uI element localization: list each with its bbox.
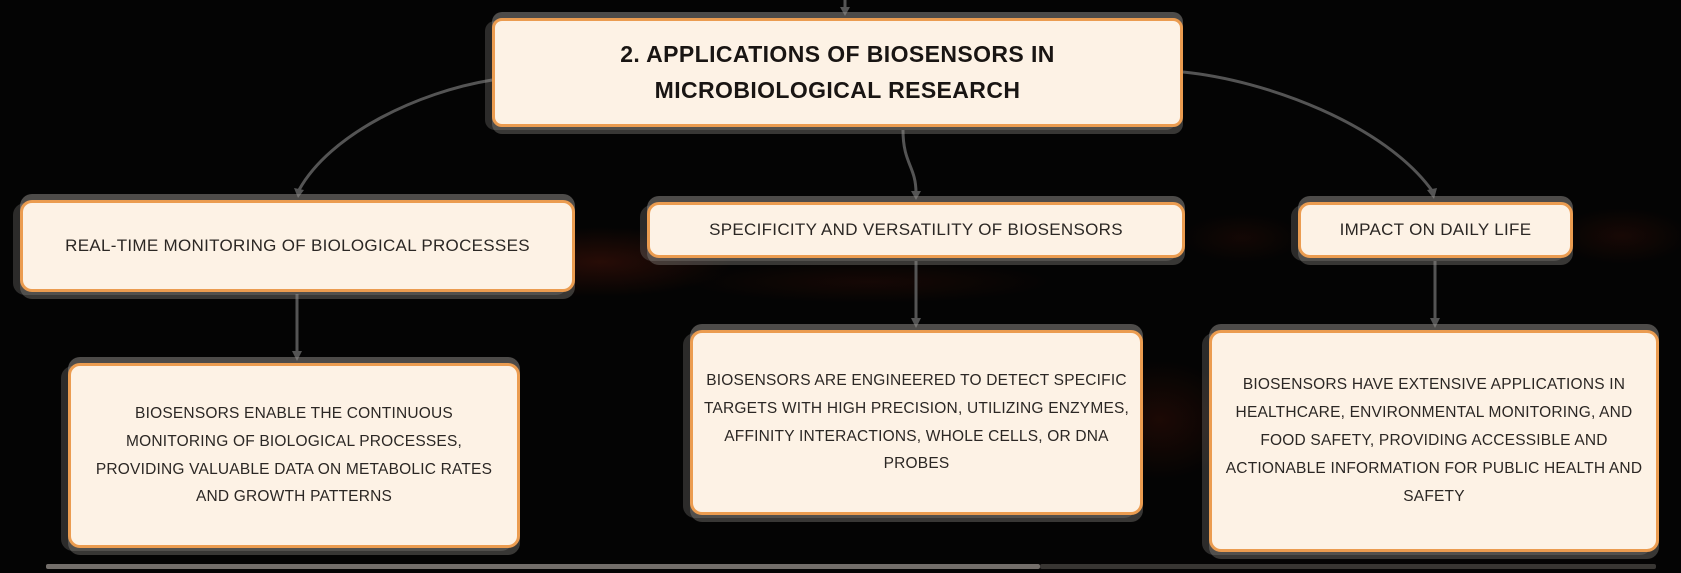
title-label: 2. APPLICATIONS OF BIOSENSORS IN MICROBI…	[620, 40, 1055, 103]
node-detail-realtime-monitoring[interactable]: BIOSENSORS ENABLE THE CONTINUOUS MONITOR…	[68, 363, 520, 548]
connector-title-to-branch3	[1182, 70, 1435, 193]
arrowhead-icon	[1430, 318, 1440, 328]
arrowhead-icon	[911, 318, 921, 328]
arrowhead-icon	[911, 191, 921, 200]
node-branch-impact-daily-life[interactable]: IMPACT ON DAILY LIFE	[1298, 202, 1573, 258]
detail-text: BIOSENSORS ARE ENGINEERED TO DETECT SPEC…	[703, 371, 1130, 473]
branch-label: IMPACT ON DAILY LIFE	[1339, 220, 1532, 239]
node-title[interactable]: 2. APPLICATIONS OF BIOSENSORS IN MICROBI…	[492, 18, 1183, 127]
next-frame-sliver	[46, 564, 1040, 569]
node-branch-realtime-monitoring[interactable]: REAL-TIME MONITORING OF BIOLOGICAL PROCE…	[20, 200, 575, 292]
branch-label: SPECIFICITY AND VERSATILITY OF BIOSENSOR…	[709, 220, 1123, 239]
arrowhead-icon	[292, 351, 302, 361]
node-detail-specificity-versatility[interactable]: BIOSENSORS ARE ENGINEERED TO DETECT SPEC…	[690, 330, 1143, 515]
branch-label: REAL-TIME MONITORING OF BIOLOGICAL PROCE…	[65, 236, 530, 255]
connector-title-to-branch1	[297, 78, 493, 191]
node-detail-impact-daily-life[interactable]: BIOSENSORS HAVE EXTENSIVE APPLICATIONS I…	[1209, 330, 1659, 552]
arrowhead-icon	[840, 7, 850, 16]
connector-title-to-branch2	[901, 129, 918, 194]
detail-text: BIOSENSORS HAVE EXTENSIVE APPLICATIONS I…	[1225, 376, 1643, 505]
arrowhead-icon	[294, 188, 304, 198]
next-frame-sliver	[1040, 564, 1656, 569]
node-branch-specificity-versatility[interactable]: SPECIFICITY AND VERSATILITY OF BIOSENSOR…	[647, 202, 1185, 258]
detail-text: BIOSENSORS ENABLE THE CONTINUOUS MONITOR…	[95, 404, 493, 506]
arrowhead-icon	[1427, 188, 1437, 199]
